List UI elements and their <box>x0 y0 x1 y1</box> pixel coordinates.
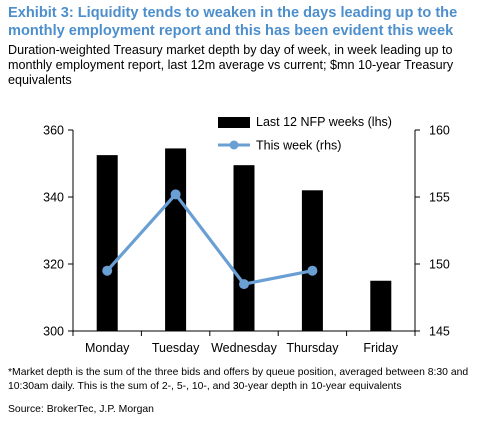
bar <box>370 280 392 331</box>
bar <box>165 148 187 331</box>
chart-title: Exhibit 3: Liquidity tends to weaken in … <box>8 5 458 39</box>
line-point <box>170 189 181 200</box>
y-right-tick-label: 155 <box>429 191 450 205</box>
y-left-tick-label: 360 <box>43 124 64 138</box>
legend-swatch-bar <box>218 117 250 128</box>
x-tick-label: Thursday <box>286 341 339 355</box>
line-point <box>307 265 318 276</box>
legend-label-bar: Last 12 NFP weeks (lhs) <box>256 115 392 129</box>
chart-subtitle: Duration-weighted Treasury market depth … <box>8 43 454 87</box>
y-right-tick-label: 160 <box>429 124 450 138</box>
line-point <box>239 279 249 290</box>
y-left-tick-label: 300 <box>43 325 64 339</box>
bar <box>96 155 118 331</box>
bar <box>301 190 323 331</box>
legend-label-line: This week (rhs) <box>256 139 341 153</box>
x-tick-label: Tuesday <box>152 341 200 355</box>
x-tick-label: Friday <box>363 341 398 355</box>
chart-source: Source: BrokerTec, J.P. Morgan <box>8 404 154 415</box>
x-tick-label: Monday <box>85 341 130 355</box>
bar <box>233 165 255 331</box>
line-point <box>102 265 113 276</box>
y-left-tick-label: 340 <box>43 191 64 205</box>
y-right-tick-label: 145 <box>429 325 450 339</box>
legend-swatch-point <box>229 140 239 150</box>
y-right-tick-label: 150 <box>429 258 450 272</box>
y-left-tick-label: 320 <box>43 258 64 272</box>
series-line <box>106 192 313 286</box>
chart-footnote: *Market depth is the sum of the three bi… <box>8 367 469 392</box>
x-tick-label: Wednesday <box>211 341 278 355</box>
